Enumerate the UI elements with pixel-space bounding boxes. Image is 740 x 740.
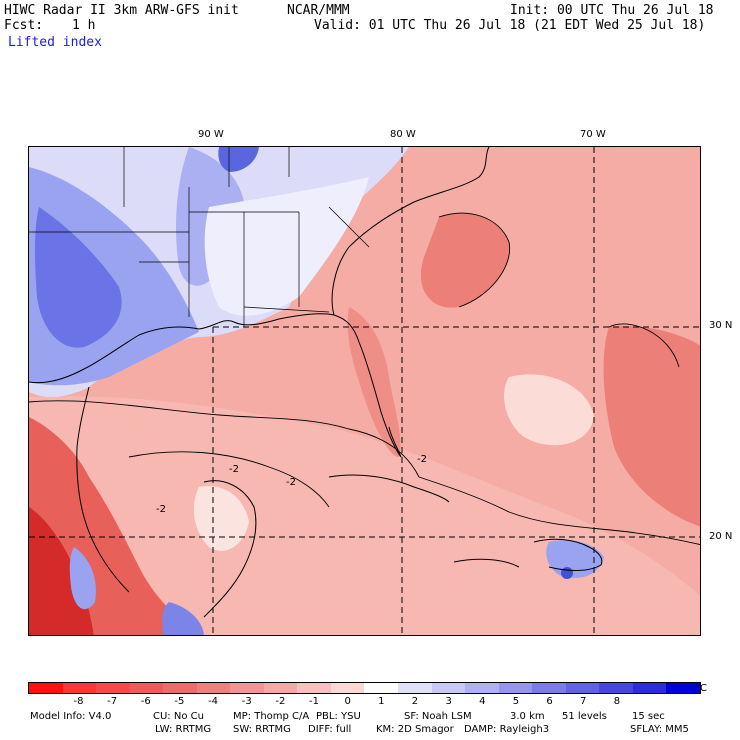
pale-patch	[504, 374, 594, 446]
central-america-blue	[162, 602, 204, 635]
model-info-item: SW: RRTMG	[233, 724, 291, 735]
colorbar-cell	[263, 683, 298, 693]
state-borders	[29, 147, 370, 327]
colorbar-cell	[29, 683, 63, 693]
colorbar-cell	[498, 683, 533, 693]
florida-red	[347, 307, 401, 457]
colorbar-tick-label: 4	[479, 696, 486, 707]
northern-deep-blue	[218, 147, 259, 172]
hispaniola-blue	[546, 540, 604, 578]
colorbar-cell	[297, 683, 331, 693]
colorbar-cell	[364, 683, 399, 693]
colorbar-tick-label: 3	[445, 696, 452, 707]
colorbar-cell	[666, 683, 700, 693]
colorbar-unit: °C	[695, 683, 707, 694]
colorbar-tick-label: -3	[241, 696, 252, 707]
colorbar-cell	[565, 683, 600, 693]
model-info-item: PBL: YSU	[316, 711, 361, 722]
colorbar-cell	[129, 683, 164, 693]
carolina-red-region	[420, 213, 510, 308]
colorbar-cell	[330, 683, 365, 693]
model-info-item: SFLAY: MM5	[630, 724, 689, 735]
org-label: NCAR/MMM	[287, 3, 350, 18]
colorbar-cell	[163, 683, 197, 693]
colorbar-cell	[431, 683, 466, 693]
hispaniola-deep-blue	[561, 567, 573, 579]
colorbar	[28, 682, 701, 694]
map-canvas	[29, 147, 700, 635]
lat-label-20n: 20 N	[709, 531, 733, 542]
field-name: Lifted index	[8, 35, 102, 50]
colorbar-tick-label: -1	[309, 696, 320, 707]
colorbar-tick-label: 7	[580, 696, 587, 707]
contour-lines	[29, 212, 700, 545]
colorbar-tick-label: -6	[140, 696, 151, 707]
colorbar-tick-label: -7	[107, 696, 118, 707]
model-info-item: 3.0 km	[510, 711, 545, 722]
model-info-item: CU: No Cu	[153, 711, 204, 722]
colorbar-tick-label: 5	[512, 696, 520, 707]
texas-deep-blue	[34, 207, 122, 348]
model-info-item: DIFF: full	[308, 724, 352, 735]
atlantic-red-region	[603, 326, 700, 527]
lon-label-70w: 70 W	[580, 129, 606, 140]
plot-title: HIWC Radar II 3km ARW-GFS init	[4, 3, 239, 18]
mexico-blue-patch	[69, 547, 96, 610]
model-info-item: Model Info: V4.0	[30, 711, 112, 722]
contour-label: -2	[156, 504, 166, 515]
colorbar-cell	[96, 683, 130, 693]
valid-time: Valid: 01 UTC Thu 26 Jul 18 (21 EDT Wed …	[314, 18, 706, 33]
colorbar-cell	[599, 683, 633, 693]
contour-label: -2	[417, 454, 427, 465]
colorbar-tick-label: 8	[613, 696, 621, 707]
model-info-item: DAMP: Rayleigh3	[464, 724, 550, 735]
colorbar-tick-label: -2	[275, 696, 286, 707]
colorbar-tick-label: 6	[546, 696, 553, 707]
contour-label: -2	[229, 464, 239, 475]
lifted-index-map: -2 -2 -2 -2	[28, 146, 701, 636]
lat-label-30n: 30 N	[709, 320, 733, 331]
gulf-band	[29, 396, 700, 635]
yucatan-pale	[193, 486, 249, 551]
model-info-item: 15 sec	[632, 711, 665, 722]
lon-label-80w: 80 W	[390, 129, 416, 140]
model-info-item: MP: Thomp C/A	[233, 711, 310, 722]
colorbar-cell	[230, 683, 264, 693]
colorbar-tick-label: 2	[411, 696, 419, 707]
colorbar-cell	[632, 683, 667, 693]
colorbar-tick-label: 0	[344, 696, 351, 707]
colorbar-tick-label: 1	[378, 696, 385, 707]
contour-label: -2	[286, 477, 296, 488]
colorbar-tick-label: -4	[208, 696, 219, 707]
model-info-item: 51 levels	[562, 711, 607, 722]
colorbar-tick-label: -5	[174, 696, 185, 707]
lon-label-90w: 90 W	[198, 129, 224, 140]
colorbar-cell	[398, 683, 432, 693]
forecast-hour: 1 h	[72, 18, 96, 33]
colorbar-cell	[196, 683, 231, 693]
graticule	[29, 147, 700, 635]
colorbar-cell	[465, 683, 499, 693]
colorbar-tick-label: -8	[73, 696, 84, 707]
colorbar-cell	[62, 683, 97, 693]
model-info-item: LW: RRTMG	[155, 724, 212, 735]
colorbar-cell	[532, 683, 566, 693]
forecast-label: Fcst:	[4, 18, 44, 33]
model-info-item: SF: Noah LSM	[404, 711, 472, 722]
model-info-item: KM: 2D Smagor	[376, 724, 454, 735]
init-time: Init: 00 UTC Thu 26 Jul 18	[510, 3, 714, 18]
